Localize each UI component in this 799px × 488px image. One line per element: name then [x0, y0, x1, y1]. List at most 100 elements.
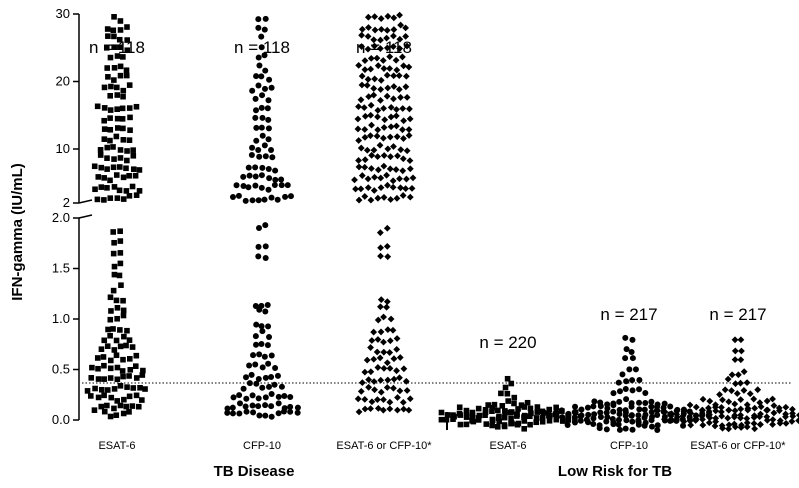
data-point: [457, 421, 464, 428]
category-label: ESAT-6: [489, 440, 526, 452]
data-point: [782, 419, 790, 427]
data-point: [370, 36, 378, 44]
data-point: [358, 172, 366, 179]
data-point: [384, 376, 392, 384]
data-point: [123, 67, 130, 74]
dot-column-6: n = 217 ESAT-6 or CFP-10*: [654, 305, 799, 452]
data-point: [390, 14, 398, 22]
data-point: [114, 115, 121, 122]
data-point: [107, 177, 113, 184]
data-point: [101, 392, 107, 399]
data-point: [377, 252, 384, 260]
data-point: [101, 136, 108, 142]
data-point: [769, 421, 776, 428]
data-point: [374, 106, 382, 114]
data-point: [358, 72, 366, 80]
data-point: [262, 243, 269, 250]
data-point: [527, 421, 533, 428]
data-point: [274, 372, 281, 379]
data-point: [97, 152, 104, 158]
data-point: [482, 409, 489, 416]
data-point: [456, 404, 463, 411]
data-point: [384, 181, 391, 189]
data-point: [491, 401, 498, 408]
data-point: [731, 347, 739, 355]
category-label: CFP-10: [610, 440, 648, 452]
data-point: [94, 103, 101, 110]
data-point: [130, 147, 136, 153]
data-point: [120, 373, 126, 380]
data-point: [117, 383, 124, 389]
data-point: [294, 404, 301, 411]
data-point: [406, 105, 413, 113]
data-point: [636, 386, 643, 393]
data-point: [585, 411, 592, 418]
data-point: [596, 425, 603, 432]
data-point: [405, 132, 413, 139]
data-point: [97, 147, 104, 153]
data-point: [400, 405, 408, 413]
data-point: [120, 297, 126, 304]
data-point: [585, 419, 592, 426]
data-point: [365, 24, 372, 31]
data-point: [94, 196, 101, 203]
y-axis: 2 10 20 30 0.0 0.5 1.0 1.5 2.0 IFN-gamma (IU/mL…: [9, 6, 93, 427]
data-point: [374, 113, 381, 121]
data-point: [262, 402, 269, 409]
data-point: [737, 424, 745, 431]
data-point: [354, 395, 362, 403]
data-point: [443, 416, 450, 423]
data-point: [258, 323, 265, 330]
data-point: [253, 73, 260, 80]
data-point: [117, 327, 123, 333]
data-point: [229, 410, 236, 417]
data-point: [113, 337, 120, 344]
data-point: [127, 127, 133, 133]
data-point: [667, 403, 674, 410]
data-point: [126, 105, 133, 111]
data-point: [725, 406, 733, 414]
data-point: [501, 423, 508, 430]
data-point: [107, 365, 114, 372]
data-point: [397, 146, 405, 154]
data-point: [137, 384, 143, 391]
data-point: [616, 398, 623, 405]
data-point: [499, 403, 506, 409]
data-point: [399, 192, 407, 199]
data-point: [775, 407, 783, 415]
data-point: [679, 412, 687, 420]
data-point: [252, 361, 259, 368]
data-point: [374, 194, 382, 202]
data-point: [111, 77, 117, 83]
data-point: [383, 171, 390, 179]
data-point: [706, 414, 714, 422]
data-point: [101, 376, 107, 382]
data-point: [132, 172, 139, 179]
data-point: [641, 406, 648, 413]
data-point: [120, 54, 126, 60]
data-point: [622, 412, 629, 419]
data-point: [699, 395, 707, 403]
data-point: [623, 396, 630, 403]
data-point: [108, 83, 114, 90]
data-point: [648, 403, 655, 410]
data-point: [737, 336, 745, 344]
data-point: [740, 368, 748, 376]
data-point: [571, 409, 578, 416]
data-point: [377, 328, 385, 336]
data-point: [124, 24, 130, 30]
data-point: [387, 113, 395, 121]
data-point: [629, 426, 636, 433]
data-point: [355, 137, 363, 144]
n-label: n = 217: [600, 305, 657, 324]
data-point: [395, 86, 403, 93]
data-point: [737, 414, 744, 422]
data-point: [463, 421, 470, 428]
data-point: [275, 400, 282, 407]
data-point: [654, 412, 661, 419]
data-point: [616, 426, 623, 433]
data-point: [113, 352, 120, 359]
data-point: [124, 148, 130, 154]
data-point: [489, 408, 495, 414]
data-point: [261, 85, 268, 92]
